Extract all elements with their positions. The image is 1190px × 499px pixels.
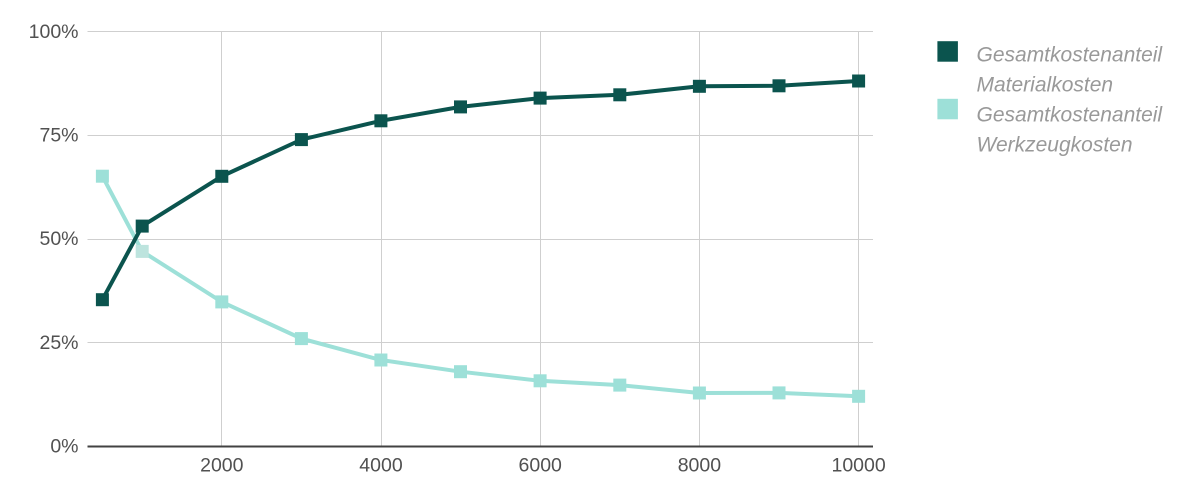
- svg-text:8000: 8000: [678, 455, 722, 477]
- svg-text:25%: 25%: [39, 332, 78, 354]
- svg-text:6000: 6000: [519, 455, 563, 477]
- svg-text:Gesamtkostenanteil: Gesamtkostenanteil: [977, 103, 1164, 126]
- svg-text:Gesamtkostenanteil: Gesamtkostenanteil: [977, 44, 1164, 67]
- svg-text:10000: 10000: [831, 455, 885, 477]
- svg-text:50%: 50%: [39, 228, 78, 250]
- svg-text:4000: 4000: [359, 455, 403, 477]
- svg-text:75%: 75%: [39, 125, 78, 147]
- svg-text:Materialkosten: Materialkosten: [977, 73, 1114, 96]
- svg-text:0%: 0%: [50, 435, 78, 457]
- svg-text:Werkzeugkosten: Werkzeugkosten: [977, 133, 1133, 156]
- svg-text:100%: 100%: [29, 21, 79, 43]
- svg-text:2000: 2000: [200, 455, 244, 477]
